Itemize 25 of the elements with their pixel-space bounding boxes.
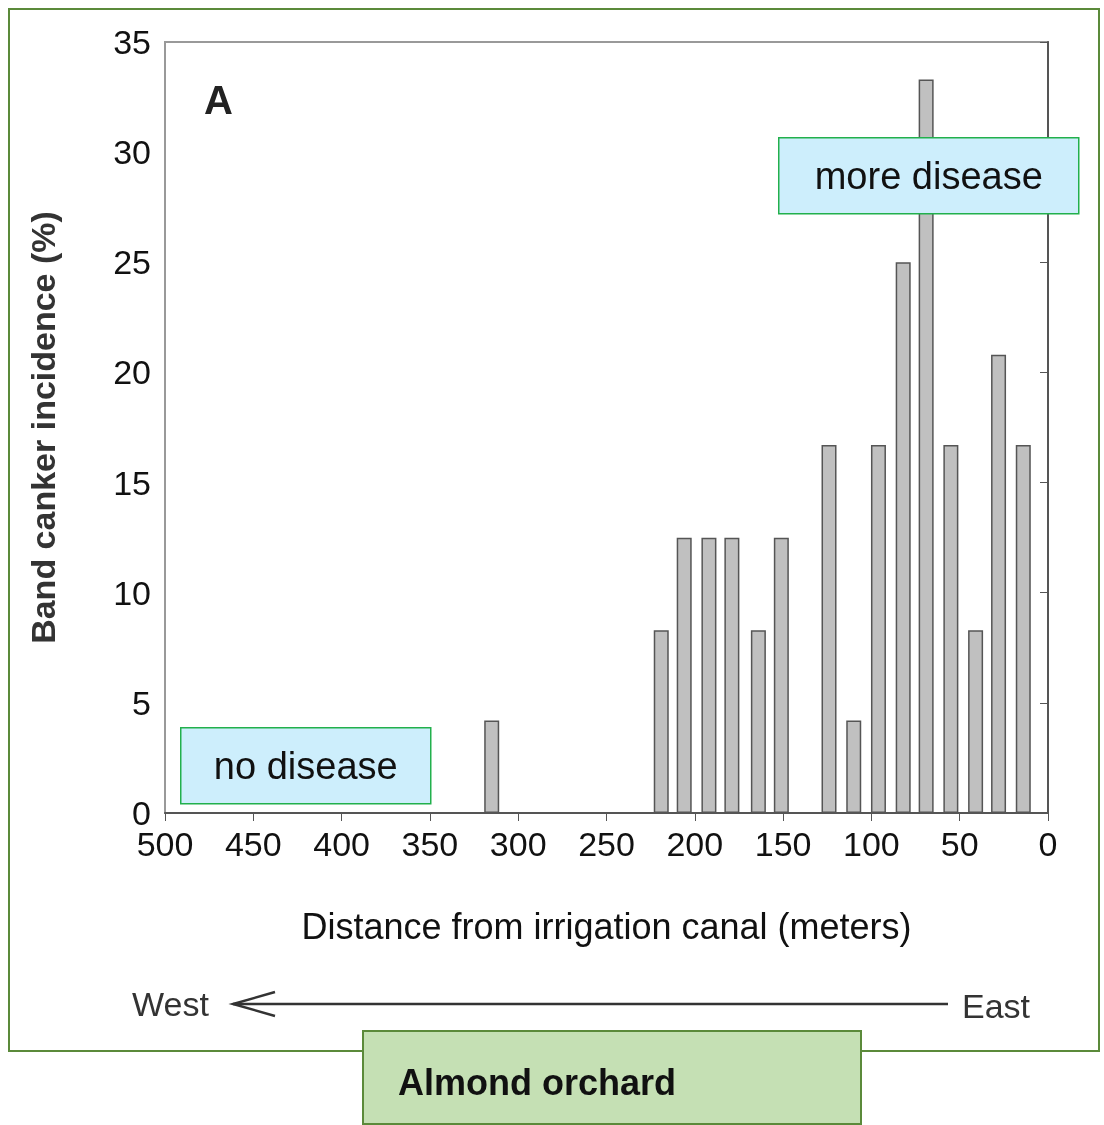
x-tick-label: 100 xyxy=(843,825,900,863)
annotation: no disease xyxy=(213,744,398,787)
annotation: A xyxy=(204,78,233,122)
y-tick-label: 5 xyxy=(132,683,151,722)
x-tick-label: 150 xyxy=(754,825,812,863)
x-tick-label: 200 xyxy=(666,825,724,863)
x-tick-label: 0 xyxy=(1038,825,1058,863)
x-tick-label: 50 xyxy=(940,825,979,863)
annotation: more disease xyxy=(814,154,1043,197)
x-tick-label: 400 xyxy=(313,825,370,863)
x-axis-title: Distance from irrigation canal (meters) xyxy=(301,905,912,947)
x-tick-label: 250 xyxy=(578,825,635,863)
y-tick-label: 20 xyxy=(113,353,151,392)
y-tick-label: 15 xyxy=(113,463,151,502)
text: Almond orchard xyxy=(362,1030,862,1125)
x-tick-label: 300 xyxy=(489,825,547,863)
text: East xyxy=(962,987,1031,1026)
text: West xyxy=(132,985,209,1024)
y-axis-title: Band canker incidence (%) xyxy=(24,211,62,644)
x-tick-label: 450 xyxy=(224,825,282,863)
x-tick-label: 350 xyxy=(401,825,459,863)
y-tick-label: 35 xyxy=(113,23,151,61)
y-tick-label: 10 xyxy=(113,573,151,612)
y-tick-label: 25 xyxy=(113,243,151,282)
y-tick-label: 30 xyxy=(113,133,151,172)
